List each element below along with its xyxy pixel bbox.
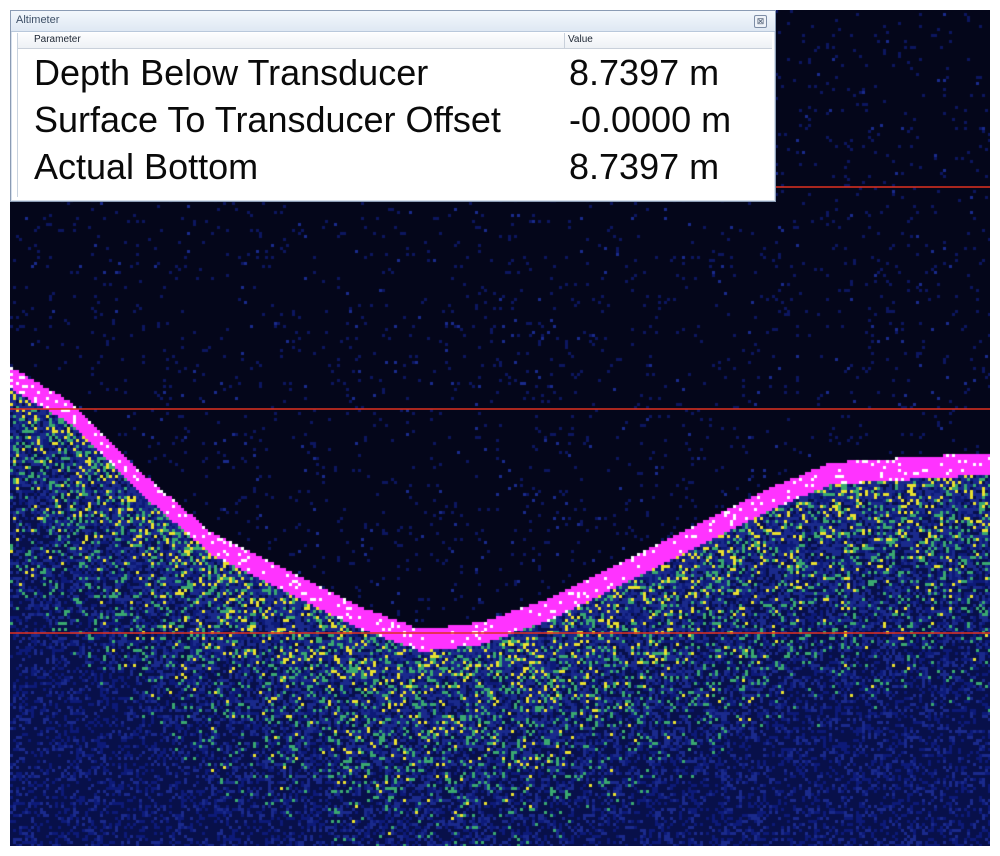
- parameter-cell: Depth Below Transducer: [34, 52, 429, 93]
- table-header: Parameter Value: [18, 33, 772, 49]
- column-header-parameter[interactable]: Parameter: [34, 34, 81, 45]
- parameter-cell: Actual Bottom: [34, 146, 259, 187]
- table-row[interactable]: Actual Bottom 8.7397 m: [18, 143, 772, 190]
- value-cell: 8.7397 m: [569, 52, 720, 93]
- altimeter-titlebar[interactable]: Altimeter ⊠: [11, 11, 775, 32]
- altimeter-table: Parameter Value Depth Below Transducer 8…: [17, 33, 772, 197]
- parameter-cell: Surface To Transducer Offset: [34, 99, 501, 140]
- window-title: Altimeter: [16, 14, 60, 26]
- column-divider[interactable]: [564, 33, 565, 48]
- table-row[interactable]: Surface To Transducer Offset -0.0000 m: [18, 96, 772, 143]
- close-icon[interactable]: ⊠: [754, 15, 767, 28]
- altimeter-window[interactable]: Altimeter ⊠ Parameter Value Depth Below …: [10, 10, 776, 202]
- table-row[interactable]: Depth Below Transducer 8.7397 m: [18, 49, 772, 96]
- column-header-value[interactable]: Value: [568, 34, 593, 45]
- value-cell: 8.7397 m: [569, 146, 720, 187]
- value-cell: -0.0000 m: [569, 99, 732, 140]
